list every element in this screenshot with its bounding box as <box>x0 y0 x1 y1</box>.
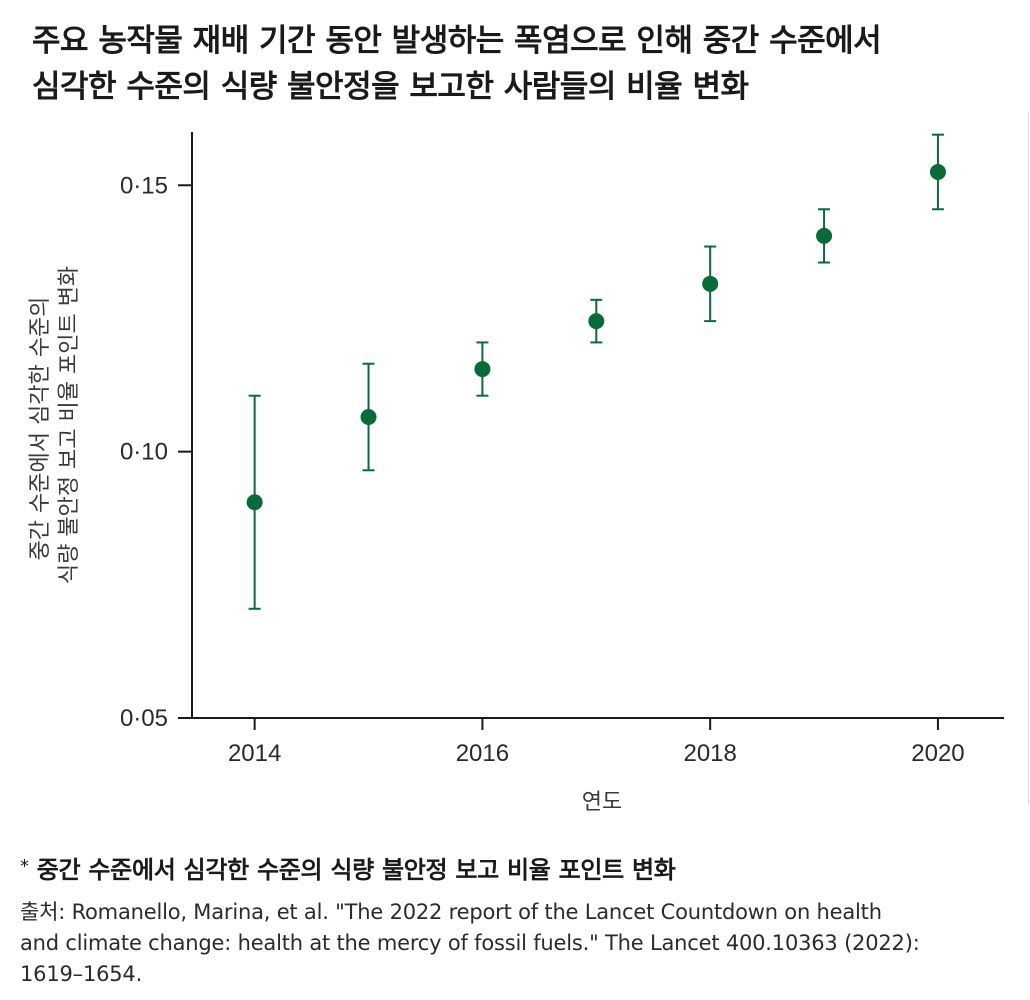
data-point <box>702 275 719 292</box>
tick-marks <box>178 184 939 730</box>
x-axis-title: 연도 <box>582 790 622 815</box>
y-axis-title-line-2: 식량 불안정 보고 비율 포인트 변화 <box>57 266 82 584</box>
y-axis-title-line-1: 중간 수준에서 심각한 수준의 <box>28 297 53 561</box>
y-axis-title: 중간 수준에서 심각한 수준의 식량 불안정 보고 비율 포인트 변화 <box>28 266 82 584</box>
chart-title: 주요 농작물 재배 기간 동안 발생하는 폭염으로 인해 중간 수준에서 심각한… <box>32 18 992 110</box>
error-bars <box>248 133 944 610</box>
footnote-marker: * <box>20 856 29 877</box>
data-point <box>929 163 946 180</box>
source-line-2: and climate change: health at the mercy … <box>20 931 920 955</box>
y-tick-label: 0·15 <box>120 172 168 199</box>
axes <box>178 132 1004 719</box>
x-tick-label: 2014 <box>228 740 281 767</box>
x-tick-label: 2018 <box>683 740 736 767</box>
right-divider <box>1028 112 1029 804</box>
y-tick-label: 0·10 <box>120 439 168 466</box>
data-point <box>588 313 605 330</box>
chart-title-line-1: 주요 농작물 재배 기간 동안 발생하는 폭염으로 인해 중간 수준에서 <box>32 23 882 59</box>
data-point <box>246 494 263 511</box>
tick-labels: 0·05 0·10 0·15 2014 2016 2018 2020 <box>120 172 965 767</box>
chart-area: 0·05 0·10 0·15 2014 2016 2018 2020 연도 중간 수준에서 … <box>28 132 1004 815</box>
data-points <box>246 163 946 511</box>
y-tick-label: 0·05 <box>120 705 168 732</box>
data-point <box>474 361 491 378</box>
footnote: * 중간 수준에서 심각한 수준의 식량 불안정 보고 비율 포인트 변화 <box>20 850 676 885</box>
source-line-3: 1619–1654. <box>20 962 143 986</box>
x-tick-label: 2020 <box>911 740 964 767</box>
footnote-text: 중간 수준에서 심각한 수준의 식량 불안정 보고 비율 포인트 변화 <box>36 856 676 884</box>
data-point <box>360 409 377 426</box>
source-line-1: 출처: Romanello, Marina, et al. "The 2022 … <box>20 900 882 924</box>
data-point <box>816 227 833 244</box>
chart-title-line-2: 심각한 수준의 식량 불안정을 보고한 사람들의 비율 변화 <box>32 69 749 105</box>
x-tick-label: 2016 <box>456 740 509 767</box>
source-citation: 출처: Romanello, Marina, et al. "The 2022 … <box>20 897 1010 990</box>
